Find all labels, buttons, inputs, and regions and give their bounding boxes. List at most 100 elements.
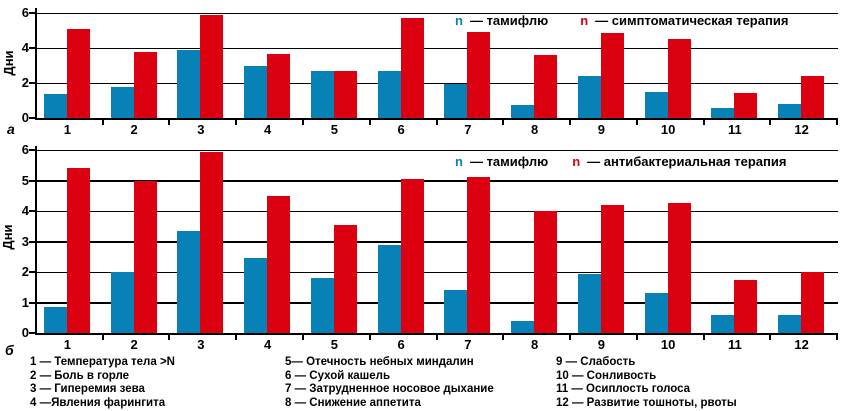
x-tickmark-12 <box>836 118 838 125</box>
x-tick-label-8: 8 <box>531 337 539 352</box>
footnote-column-1: 1 — Температура тела >N 2 — Боль в горле 3… <box>30 356 175 410</box>
footnote-column-3: 9 — Слабость 10 — Сонливость 11 — Осиплост… <box>556 356 737 410</box>
bar-group-8 <box>504 8 571 118</box>
footnote-item: 2 — Боль в горле <box>30 369 130 382</box>
footnote-item: 5— Отечность небных миндалин <box>285 356 474 368</box>
bar-group-1 <box>37 8 104 118</box>
y-tick-label-5: 5 <box>21 172 29 188</box>
legend-color-marker: n <box>455 13 463 28</box>
x-tick-label-7: 7 <box>464 337 472 352</box>
x-tickmark-6 <box>435 333 438 340</box>
x-tickmark-11 <box>769 118 772 125</box>
bar-tamiflu-9 <box>577 273 601 333</box>
x-tick-label-9: 9 <box>597 122 605 137</box>
footnote-column-2: 5— Отечность небных миндалин 6 — Сухой ка… <box>285 356 494 410</box>
x-tick-label-1: 1 <box>63 122 71 137</box>
x-tickmark-4 <box>301 118 304 125</box>
bar-group-6 <box>371 146 438 333</box>
bar-group-11 <box>705 146 772 333</box>
bar-group-3 <box>171 8 238 118</box>
bar-tamiflu-7 <box>444 83 468 118</box>
legend-color-marker: n <box>455 154 463 169</box>
x-tickmark-6 <box>435 118 438 125</box>
y-tick-label-0: 0 <box>21 325 29 340</box>
y-tick-label-6: 6 <box>21 142 29 157</box>
x-tickmark-8 <box>568 118 571 125</box>
x-tick-label-10: 10 <box>660 122 676 137</box>
footnote-item: 1 — Температура тела >N <box>30 356 175 368</box>
legend-item: n — антибактериальная терапия <box>572 155 786 169</box>
bar-comparison-1 <box>66 28 90 118</box>
y-tickmark-6 <box>29 149 37 151</box>
gridline-y1 <box>37 302 838 304</box>
bar-group-5 <box>304 146 371 333</box>
gridline-y6 <box>37 12 838 14</box>
bar-group-4 <box>237 146 304 333</box>
x-tick-label-7: 7 <box>464 122 472 137</box>
legend-chart-b: n — тамифлю n — антибактериальная терапия <box>455 155 786 169</box>
x-tickmark-11 <box>769 333 772 340</box>
footnote-item: 3 — Гиперемия зева <box>30 383 145 395</box>
x-tick-label-9: 9 <box>597 337 605 352</box>
bar-comparison-3 <box>200 151 224 333</box>
bar-comparison-2 <box>133 180 157 333</box>
gridline-y2 <box>37 271 838 273</box>
x-tickmark-2 <box>168 333 171 340</box>
bar-comparison-3 <box>200 14 224 118</box>
x-tick-label-3: 3 <box>197 337 205 352</box>
bar-tamiflu-10 <box>644 91 668 118</box>
x-tickmark-2 <box>168 118 171 125</box>
bar-tamiflu-11 <box>711 314 735 333</box>
legend-label: — антибактериальная терапия <box>587 154 787 169</box>
bar-series <box>37 146 838 333</box>
x-tickmark-1 <box>101 333 104 340</box>
bar-tamiflu-5 <box>310 278 334 333</box>
bar-comparison-1 <box>66 168 90 333</box>
plot-area-b: 0 1 2 3 4 5 6 1 2 3 4 5 6 7 8 9 10 11 12 <box>22 143 838 351</box>
y-tickmark-0 <box>29 117 37 119</box>
bar-tamiflu-5 <box>310 70 334 118</box>
bar-tamiflu-8 <box>511 104 535 118</box>
y-tickmark-1 <box>29 301 37 304</box>
y-tickmark-3 <box>29 240 37 243</box>
bar-comparison-4 <box>267 195 291 333</box>
legend-label: — тамифлю <box>469 13 549 28</box>
footnote-item: 11 — Осиплость голоса <box>556 383 691 395</box>
legend-label: — симптоматическая терапия <box>595 13 789 28</box>
bar-comparison-9 <box>600 33 624 118</box>
y-tickmark-2 <box>29 271 37 273</box>
bar-group-1 <box>37 146 104 333</box>
y-tickmark-4 <box>29 210 37 212</box>
bar-group-10 <box>638 8 705 118</box>
x-tick-label-4: 4 <box>263 122 272 137</box>
y-tickmark-0 <box>29 332 37 334</box>
y-tick-label-1: 1 <box>21 294 29 310</box>
y-tick-label-6: 6 <box>21 5 29 20</box>
bar-comparison-12 <box>801 76 825 118</box>
legend-item: n — тамифлю <box>455 14 548 28</box>
bar-group-9 <box>571 146 638 333</box>
bar-group-4 <box>237 8 304 118</box>
y-tickmark-4 <box>29 47 37 49</box>
bar-group-2 <box>104 8 171 118</box>
gridline-y2 <box>37 82 838 84</box>
plot-area-a: 0 2 4 6 1 2 3 4 5 6 7 8 9 10 11 12 <box>22 6 838 136</box>
bar-tamiflu-2 <box>110 272 134 333</box>
gridline-y5 <box>37 180 838 182</box>
x-tickmark-5 <box>368 333 371 340</box>
bar-group-3 <box>171 146 238 333</box>
footnote-item: 9 — Слабость <box>556 356 636 368</box>
x-tick-label-12: 12 <box>794 337 809 352</box>
x-tickmark-3 <box>235 333 238 340</box>
x-tick-label-5: 5 <box>330 122 338 137</box>
legend-chart-a: n — тамифлю n — симптоматическая терапия <box>455 14 788 28</box>
y-tick-label-2: 2 <box>21 264 29 279</box>
x-tick-label-3: 3 <box>197 122 205 137</box>
bar-group-12 <box>771 8 838 118</box>
x-tick-label-10: 10 <box>660 337 676 352</box>
bar-comparison-2 <box>133 51 157 118</box>
x-tick-label-4: 4 <box>263 337 272 352</box>
x-tick-label-12: 12 <box>794 122 809 137</box>
legend-color-marker: n <box>580 13 589 28</box>
gridline-y6 <box>37 149 838 151</box>
